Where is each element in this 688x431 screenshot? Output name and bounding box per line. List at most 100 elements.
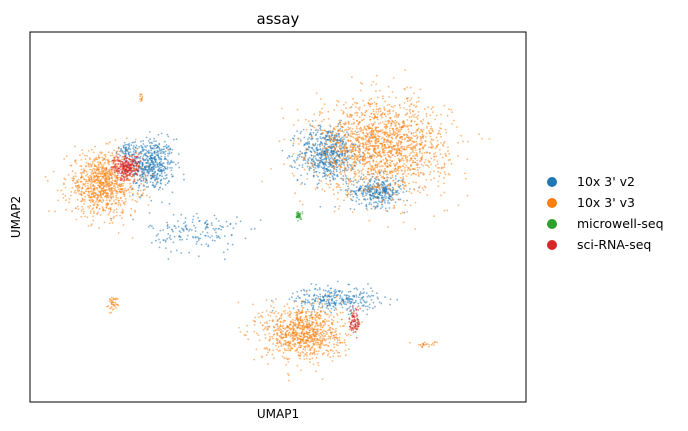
data-point: [307, 162, 310, 165]
data-point: [412, 150, 414, 152]
data-point: [261, 324, 264, 327]
data-point: [465, 177, 467, 180]
data-point: [351, 166, 354, 169]
data-point: [123, 146, 125, 149]
data-point: [396, 298, 399, 301]
data-point: [335, 125, 337, 128]
data-point: [165, 144, 168, 147]
data-point: [410, 192, 413, 195]
data-point: [339, 296, 342, 298]
data-point: [297, 295, 299, 298]
data-point: [80, 215, 83, 218]
data-point: [430, 179, 433, 181]
data-point: [409, 139, 411, 142]
data-point: [166, 225, 169, 228]
data-point: [377, 203, 379, 205]
data-point: [150, 199, 153, 202]
data-point: [161, 162, 164, 165]
data-point: [423, 161, 426, 164]
data-point: [322, 289, 325, 291]
data-point: [356, 133, 359, 136]
data-point: [97, 154, 100, 157]
data-point: [373, 117, 375, 120]
data-point: [357, 107, 360, 109]
data-point: [161, 175, 163, 178]
data-point: [372, 144, 374, 147]
data-point: [180, 213, 183, 216]
data-point: [289, 349, 292, 352]
data-point: [338, 156, 341, 158]
data-point: [403, 102, 406, 104]
data-point: [341, 138, 344, 141]
data-point: [385, 127, 387, 130]
data-point: [150, 168, 153, 171]
data-point: [376, 113, 379, 115]
data-point: [367, 283, 369, 285]
data-point: [333, 173, 335, 176]
data-point: [95, 156, 98, 159]
data-point: [355, 161, 357, 164]
data-point: [167, 152, 169, 155]
data-point: [339, 130, 342, 133]
data-point: [348, 307, 350, 309]
data-point: [320, 166, 323, 168]
data-point: [164, 183, 167, 186]
data-point: [353, 295, 356, 297]
data-point: [407, 137, 410, 140]
data-point: [421, 186, 424, 189]
data-point: [177, 153, 180, 156]
data-point: [160, 182, 163, 185]
data-point: [300, 183, 302, 186]
data-point: [311, 120, 314, 122]
data-point: [323, 169, 325, 172]
data-point: [149, 145, 152, 148]
data-point: [232, 227, 235, 230]
data-point: [373, 154, 376, 157]
data-point: [343, 158, 346, 161]
data-point: [417, 96, 420, 99]
data-point: [328, 124, 331, 126]
data-point: [346, 297, 349, 300]
data-point: [114, 198, 117, 201]
data-point: [293, 300, 296, 303]
data-point: [395, 163, 398, 165]
data-point: [156, 154, 159, 156]
data-point: [139, 189, 142, 192]
data-point: [309, 124, 312, 127]
data-point: [381, 121, 384, 123]
data-point: [207, 244, 210, 247]
data-point: [466, 194, 469, 197]
data-point: [436, 144, 439, 147]
data-point: [82, 192, 85, 195]
data-point: [390, 133, 393, 136]
data-point: [281, 107, 283, 110]
data-point: [339, 311, 342, 314]
data-point: [361, 114, 363, 116]
data-point: [346, 165, 349, 168]
data-point: [110, 170, 113, 173]
data-point: [90, 171, 93, 174]
data-point: [341, 142, 343, 145]
data-point: [139, 151, 142, 153]
data-point: [422, 147, 424, 150]
data-point: [346, 300, 349, 302]
data-point: [170, 228, 173, 231]
data-point: [321, 107, 324, 110]
data-point: [177, 220, 179, 223]
data-point: [340, 125, 342, 128]
data-point: [60, 189, 63, 192]
data-point: [421, 152, 423, 155]
data-point: [366, 160, 369, 163]
data-point: [110, 177, 113, 180]
data-point: [415, 101, 418, 104]
data-point: [304, 301, 307, 304]
data-point: [323, 190, 326, 193]
data-point: [363, 181, 366, 184]
data-point: [405, 164, 408, 167]
data-point: [339, 141, 342, 144]
data-point: [217, 220, 220, 222]
data-point: [128, 195, 131, 198]
data-point: [125, 190, 128, 192]
data-point: [389, 170, 391, 173]
data-point: [381, 116, 383, 119]
